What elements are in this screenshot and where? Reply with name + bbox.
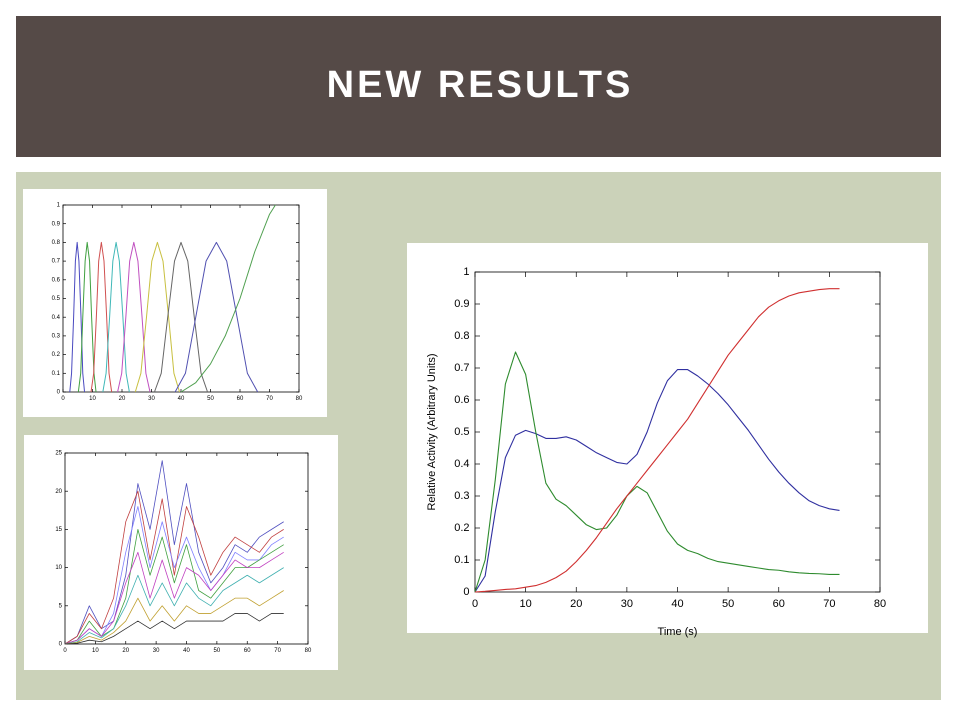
x-tick-label: 70 (823, 598, 835, 610)
y-tick-label: 0.5 (52, 296, 61, 302)
x-tick-label: 80 (296, 396, 303, 402)
series-line (474, 351, 840, 593)
y-tick-label: 0.4 (454, 458, 469, 470)
x-axis-label: Time (s) (658, 626, 698, 638)
series-line (64, 590, 284, 645)
y-tick-label: 0.7 (454, 362, 469, 374)
y-tick-label: 0 (57, 390, 61, 396)
y-tick-label: 15 (55, 527, 62, 533)
series-line (64, 613, 284, 645)
y-tick-label: 0.3 (454, 490, 469, 502)
x-tick-label: 60 (773, 598, 785, 610)
y-tick-label: 0 (59, 642, 63, 648)
x-tick-label: 70 (274, 648, 281, 654)
y-tick-label: 1 (57, 203, 61, 209)
series-line (474, 288, 840, 593)
series-line (134, 241, 181, 393)
x-tick-label: 40 (183, 648, 190, 654)
y-tick-label: 0.1 (454, 554, 469, 566)
x-tick-label: 20 (570, 598, 582, 610)
series-line (102, 241, 130, 393)
x-tick-label: 30 (148, 396, 155, 402)
series-line (174, 241, 259, 393)
y-tick-label: 0.9 (52, 221, 61, 227)
x-tick-label: 0 (61, 396, 65, 402)
x-tick-label: 50 (722, 598, 734, 610)
x-tick-label: 50 (207, 396, 214, 402)
series-line (77, 241, 97, 393)
series-line (180, 204, 276, 393)
y-tick-label: 0.2 (52, 352, 61, 358)
x-tick-label: 60 (244, 648, 251, 654)
y-tick-label: 0.6 (52, 277, 61, 283)
x-tick-label: 80 (874, 598, 886, 610)
series-line (69, 241, 86, 393)
y-tick-label: 0.3 (52, 333, 61, 339)
y-axis-label: Relative Activity (Arbitrary Units) (426, 353, 438, 510)
series-line (64, 490, 284, 645)
y-tick-label: 0 (463, 586, 469, 598)
y-tick-label: 0.8 (454, 330, 469, 342)
y-tick-label: 25 (55, 451, 62, 457)
x-tick-label: 10 (520, 598, 532, 610)
x-tick-label: 50 (214, 648, 221, 654)
x-tick-label: 40 (671, 598, 683, 610)
x-tick-label: 80 (305, 648, 312, 654)
series-line (117, 241, 151, 393)
x-tick-label: 0 (63, 648, 67, 654)
x-tick-label: 30 (153, 648, 160, 654)
slide-title: NEW RESULTS (327, 64, 634, 106)
header-band (16, 16, 941, 157)
y-tick-label: 0.2 (454, 522, 469, 534)
x-tick-label: 10 (89, 396, 96, 402)
y-tick-label: 0.6 (454, 394, 469, 406)
y-tick-label: 5 (59, 603, 63, 609)
x-tick-label: 10 (92, 648, 99, 654)
y-tick-label: 20 (55, 489, 62, 495)
y-tick-label: 10 (55, 565, 62, 571)
x-tick-label: 20 (119, 396, 126, 402)
x-tick-label: 0 (472, 598, 478, 610)
y-tick-label: 0.8 (52, 240, 61, 246)
y-tick-label: 0.9 (454, 298, 469, 310)
series-line (153, 241, 209, 393)
y-tick-label: 1 (463, 266, 469, 278)
x-tick-label: 20 (122, 648, 129, 654)
y-tick-label: 0.1 (52, 371, 61, 377)
x-tick-label: 60 (237, 396, 244, 402)
x-tick-label: 40 (178, 396, 185, 402)
series-line (90, 241, 113, 393)
series-line (64, 567, 284, 645)
plot-frame (64, 452, 309, 645)
series-line (64, 551, 284, 645)
x-tick-label: 30 (621, 598, 633, 610)
y-tick-label: 0.7 (52, 259, 61, 265)
x-tick-label: 70 (266, 396, 273, 402)
y-tick-label: 0.5 (454, 426, 469, 438)
y-tick-label: 0.4 (52, 315, 61, 321)
plot-frame (62, 204, 300, 393)
